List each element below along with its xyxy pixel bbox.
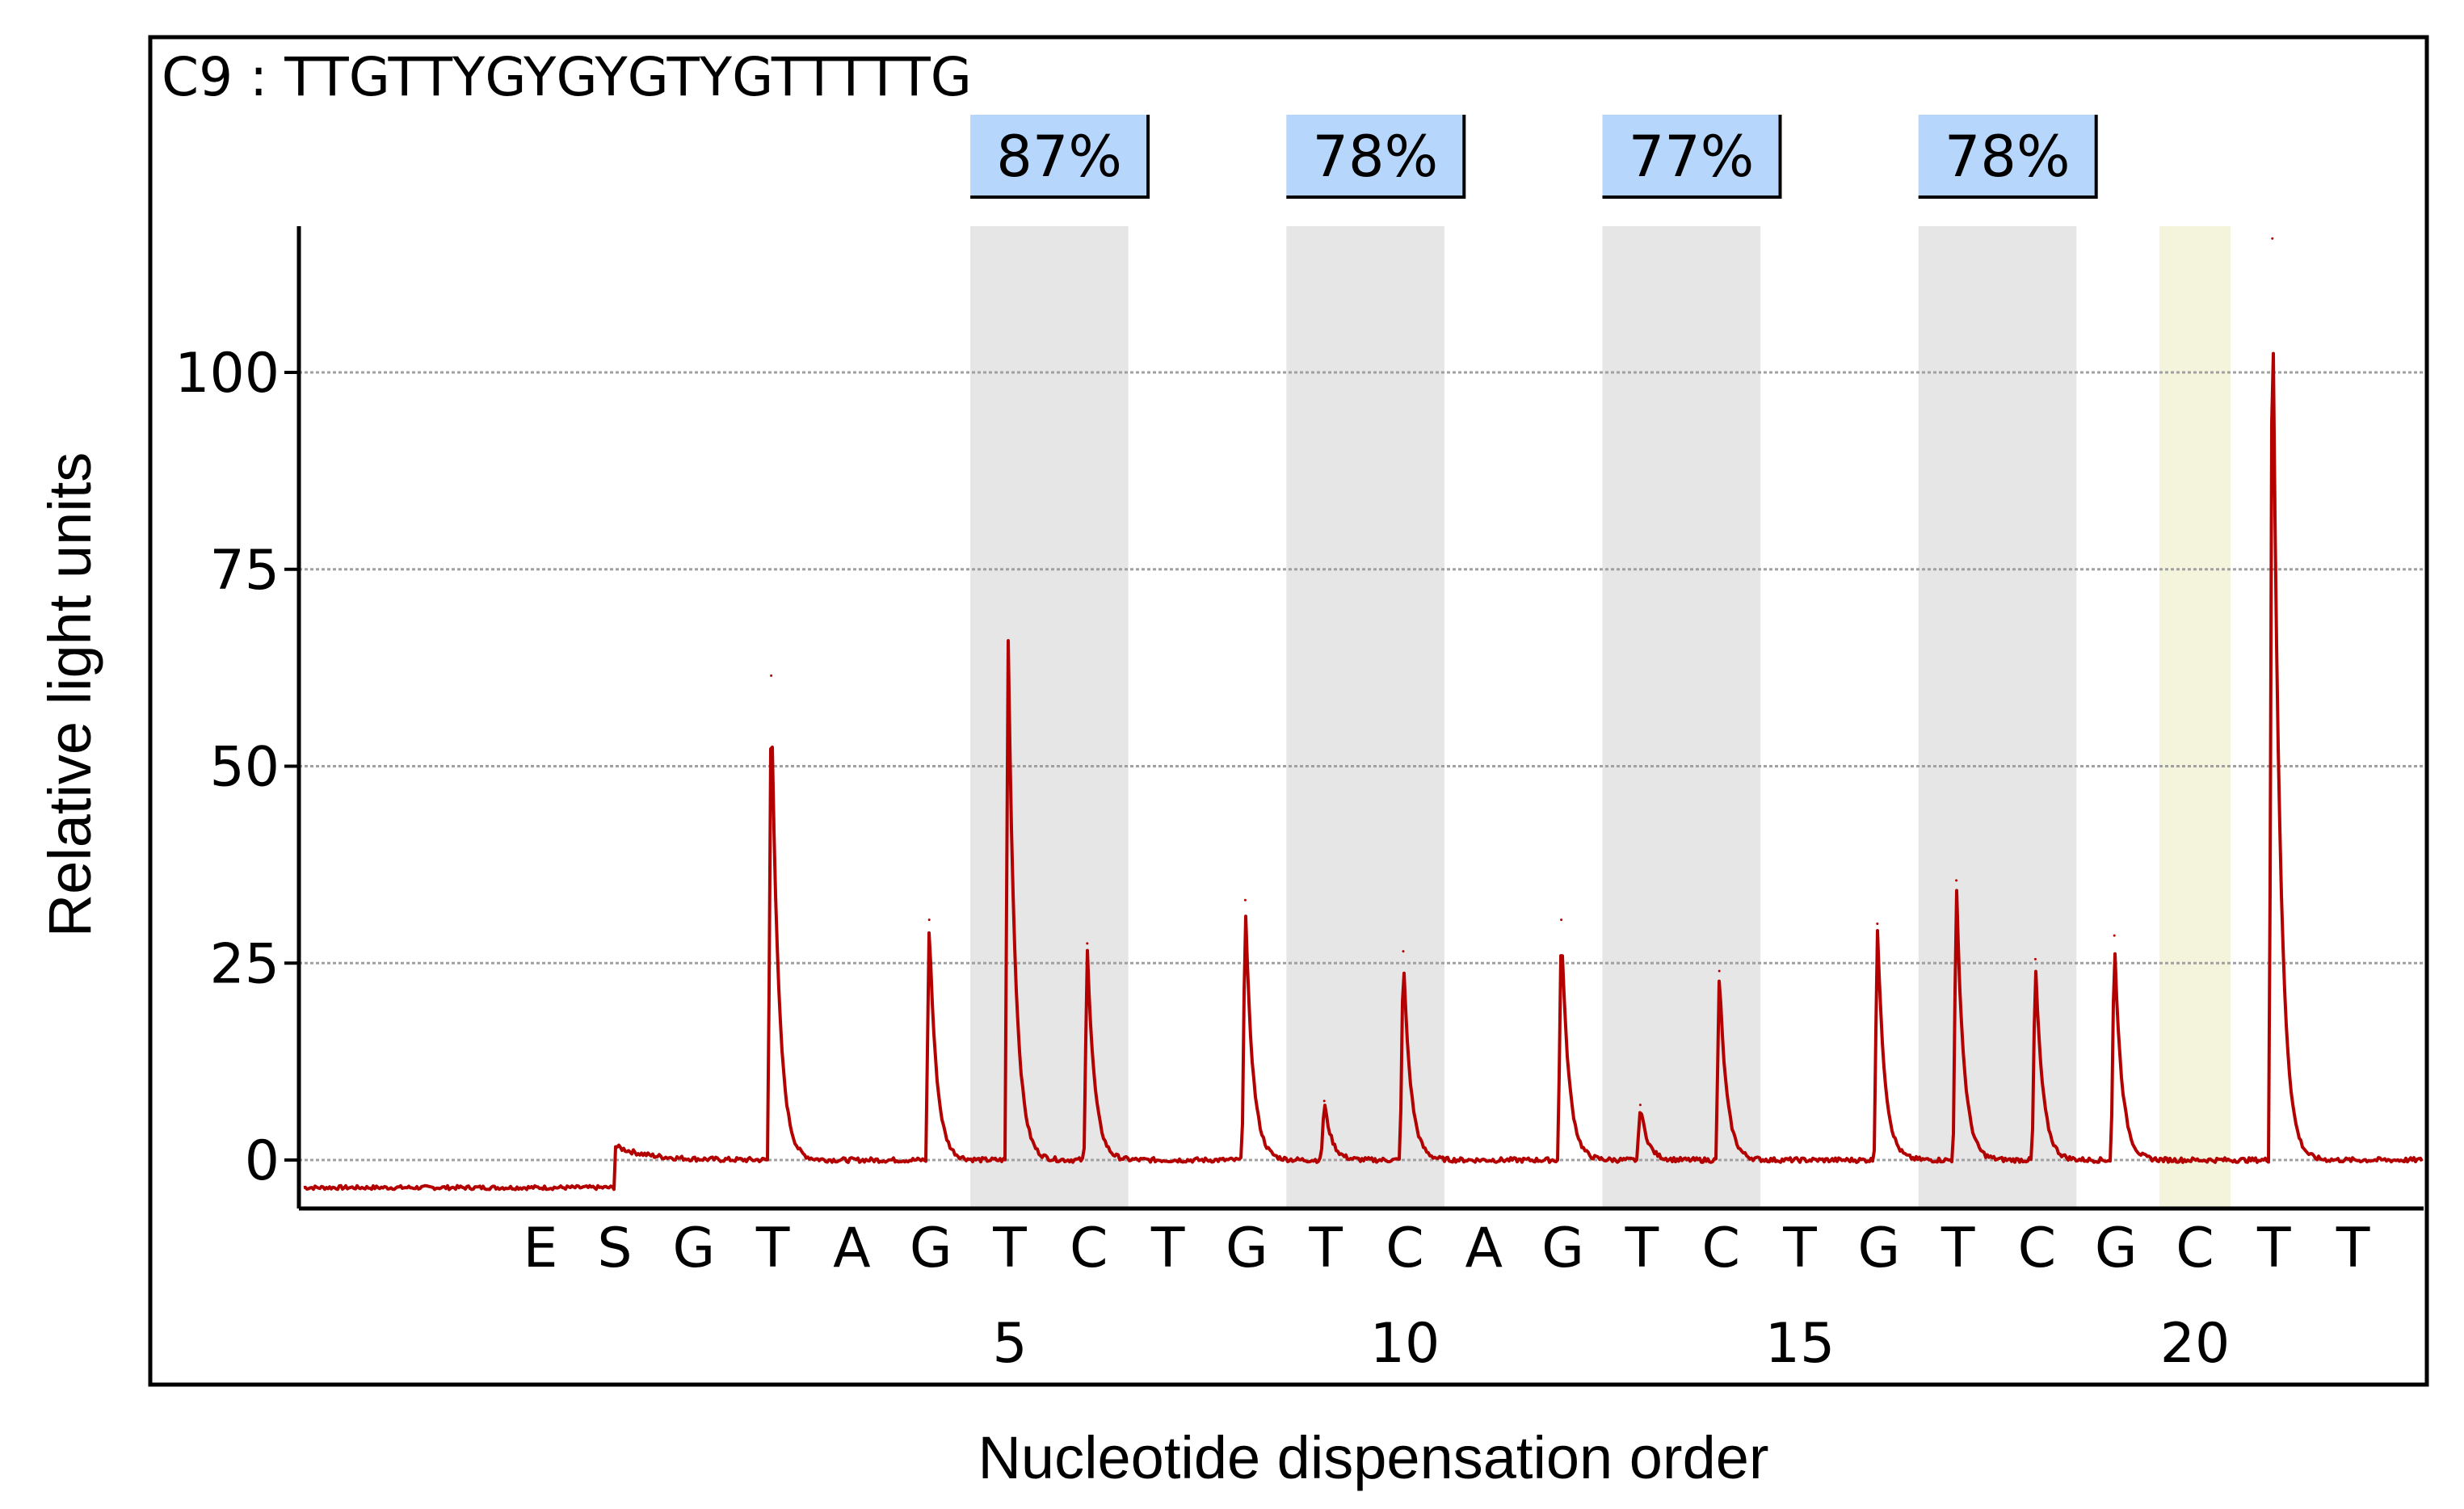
- cpg-band-3: [1602, 226, 1761, 1208]
- chart-title: C9 : TTGTTYGYGYGTYGTTTTTG: [162, 46, 972, 108]
- x-axis-title: Nucleotide dispensation order: [978, 1424, 1768, 1491]
- percent-box-shadow-2: [1286, 115, 1466, 199]
- dispensation-label-6: G: [910, 1217, 952, 1280]
- peak-12: [1955, 879, 1958, 882]
- dispensation-label-24: T: [2336, 1217, 2370, 1280]
- x-tick-numbers: 5 10 15 20: [992, 1312, 2230, 1376]
- percent-box-1: [970, 115, 1149, 197]
- dispensation-label-7: T: [992, 1217, 1027, 1280]
- y-axis-title: Relative light units: [36, 452, 103, 938]
- x-tick-number-10: 10: [1370, 1312, 1440, 1376]
- peak-3: [1007, 639, 1010, 641]
- cpg-band-4: [1918, 226, 2077, 1208]
- dispensation-label-3: G: [672, 1217, 715, 1280]
- x-tick-number-15: 15: [1765, 1312, 1835, 1376]
- percent-label-4: 78%: [1945, 124, 2071, 190]
- y-tick-label-50: 50: [209, 736, 280, 800]
- dispensation-label-20: C: [2018, 1217, 2056, 1280]
- signal-line: [303, 351, 2424, 1192]
- y-tick-label-75: 75: [209, 539, 280, 603]
- dispensation-label-10: G: [1226, 1217, 1268, 1280]
- dispensation-label-12: C: [1385, 1217, 1423, 1280]
- percent-label-1: 87%: [996, 124, 1122, 190]
- peak-7: [1402, 950, 1405, 953]
- dispensation-label-8: C: [1070, 1217, 1108, 1280]
- peak-15: [2271, 237, 2274, 240]
- peak-11: [1876, 923, 1879, 925]
- peak-5: [1243, 898, 1247, 902]
- dispensation-label-13: A: [1465, 1217, 1503, 1280]
- dispensation-label-17: T: [1782, 1217, 1817, 1280]
- dispensation-label-22: C: [2176, 1217, 2214, 1280]
- peak-14: [2113, 934, 2116, 937]
- y-ticks: 0 25 50 75 100: [174, 342, 299, 1193]
- percent-box-shadow-4: [1918, 115, 2098, 199]
- percent-box-shadow-3: [1602, 115, 1782, 199]
- dispensation-label-4: T: [755, 1217, 790, 1280]
- peak-6: [1322, 1099, 1326, 1103]
- control-band: [2159, 226, 2231, 1208]
- dispensation-label-1: E: [523, 1217, 558, 1280]
- cpg-percent-labels: 87% 78% 77% 78%: [970, 115, 2098, 199]
- x-tick-number-20: 20: [2160, 1312, 2231, 1376]
- percent-label-3: 77%: [1629, 124, 1755, 190]
- dispensation-label-14: G: [1541, 1217, 1584, 1280]
- x-tick-number-5: 5: [992, 1312, 1027, 1376]
- dispensation-label-23: T: [2256, 1217, 2291, 1280]
- y-tick-label-100: 100: [174, 342, 280, 406]
- peak-2: [927, 918, 931, 922]
- y-tick-label-0: 0: [245, 1129, 280, 1193]
- cpg-band-1: [970, 226, 1129, 1208]
- peak-13: [2033, 957, 2037, 960]
- percent-box-3: [1602, 115, 1781, 197]
- percent-box-4: [1918, 115, 2096, 197]
- percent-label-2: 78%: [1313, 124, 1439, 190]
- dispensation-label-9: T: [1150, 1217, 1185, 1280]
- peak-10: [1718, 969, 1721, 973]
- chart-frame: [148, 35, 2429, 1387]
- y-tick-label-25: 25: [209, 932, 280, 996]
- dispensation-label-15: T: [1625, 1217, 1659, 1280]
- cpg-band-2: [1286, 226, 1444, 1208]
- percent-box-shadow-1: [970, 115, 1150, 199]
- region-bands: [970, 226, 2231, 1208]
- peak-9: [1638, 1103, 1642, 1107]
- dispensation-label-5: A: [833, 1217, 871, 1280]
- percent-box-2: [1286, 115, 1465, 197]
- dispensation-label-19: T: [1941, 1217, 1975, 1280]
- peak-4: [1086, 942, 1089, 945]
- peak-8: [1560, 918, 1563, 922]
- dispensation-label-11: T: [1308, 1217, 1343, 1280]
- dispensation-label-18: G: [1857, 1217, 1900, 1280]
- dispensation-label-2: S: [597, 1217, 632, 1280]
- dispensation-label-21: G: [2095, 1217, 2138, 1280]
- dispensation-label-16: C: [1701, 1217, 1739, 1280]
- peak-1: [770, 674, 773, 677]
- signal-trace: [303, 237, 2424, 1192]
